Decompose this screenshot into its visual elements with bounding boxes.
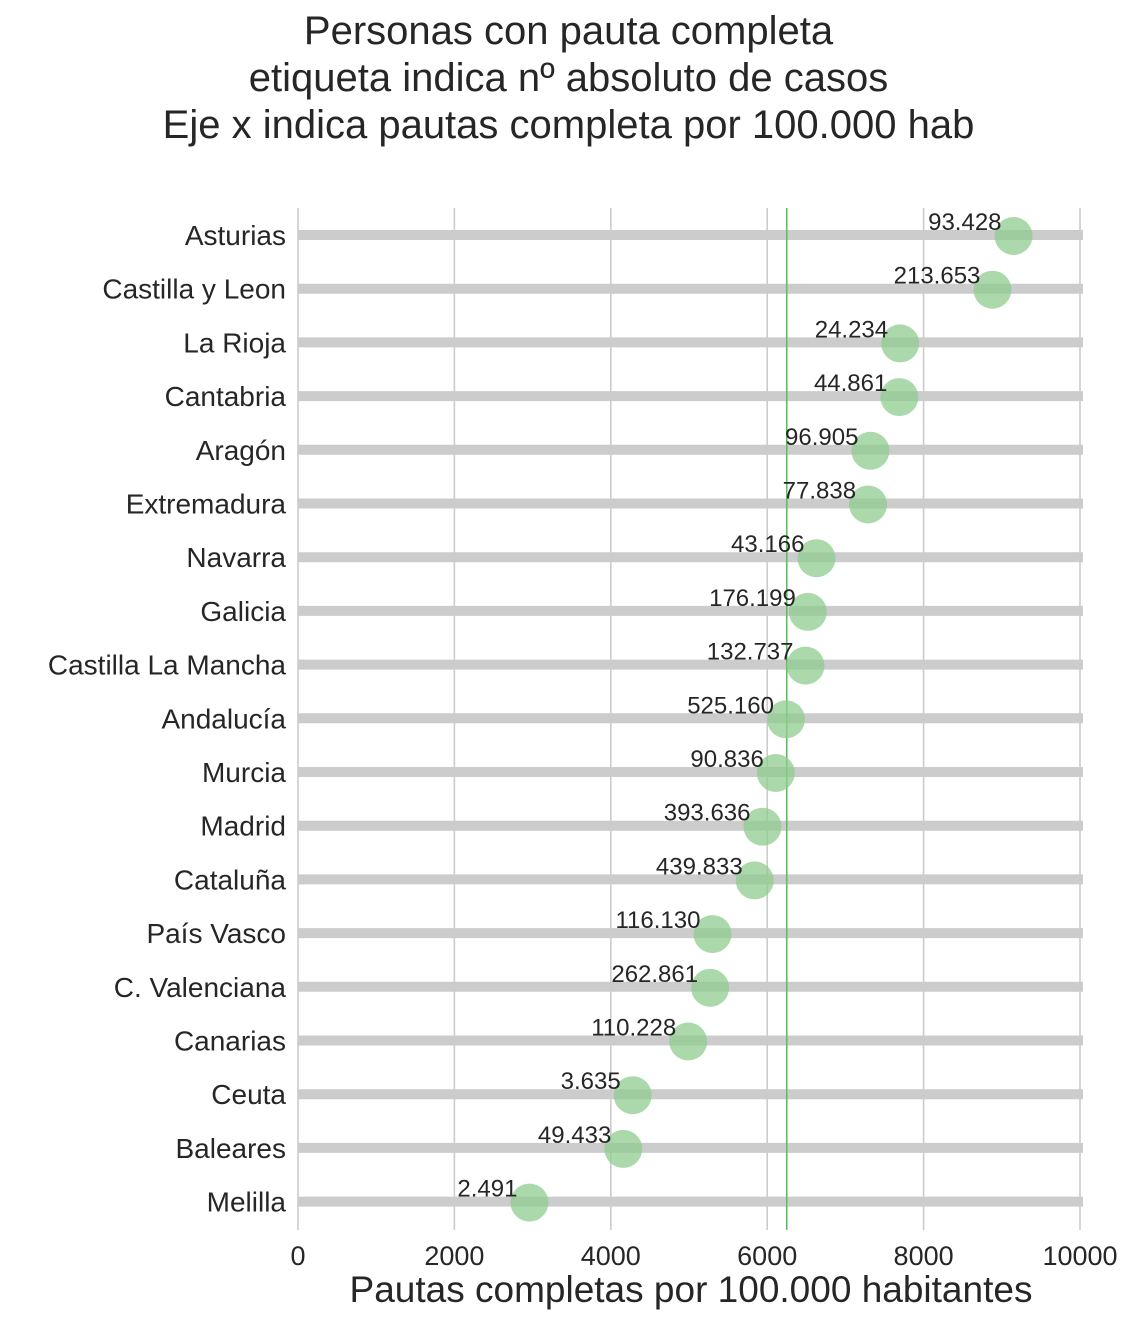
data-point [786,646,825,685]
category-label: Cataluña [174,864,287,895]
x-axis-label: Pautas completas por 100.000 habitantes [349,1269,1033,1310]
data-point [994,217,1033,255]
data-point [669,1022,708,1061]
data-point [797,539,836,578]
title-line-3: Eje x indica pautas completa por 100.000… [162,103,975,147]
category-label: País Vasco [146,918,286,949]
data-label: 262.861 [611,961,698,988]
category-label: Melilla [207,1187,287,1218]
x-tick-label: 6000 [737,1241,797,1271]
x-tick-label: 10000 [1042,1241,1117,1271]
category-label: Galicia [200,596,286,627]
category-label: Castilla La Mancha [48,650,287,681]
data-point [880,378,919,417]
data-label: 213.653 [894,263,981,290]
data-label: 3.635 [561,1068,621,1095]
data-point [766,700,805,739]
title-line-2: etiqueta indica nº absoluto de casos [248,56,889,100]
data-point [604,1129,643,1168]
x-tick-label: 2000 [424,1241,484,1271]
data-point [881,324,920,363]
data-label: 439.833 [656,853,743,880]
category-label: Canarias [174,1026,286,1057]
data-label: 132.737 [707,639,794,666]
title-line-1: Personas con pauta completa [303,9,834,53]
data-point [756,754,795,792]
data-point [973,270,1012,309]
category-label: Baleares [175,1133,286,1164]
data-label: 393.636 [664,800,751,827]
data-point [510,1183,549,1222]
data-point [693,915,732,954]
data-point [851,431,890,470]
chart-title: Personas con pauta completa etiqueta ind… [0,8,1137,149]
data-label: 525.160 [687,692,774,719]
category-label: Aragón [196,435,286,466]
data-label: 90.836 [690,746,763,773]
data-point [735,861,774,900]
x-tick-label: 8000 [894,1241,954,1271]
category-label: Navarra [186,542,286,573]
data-point [849,485,888,524]
category-label: C. Valenciana [114,972,287,1003]
x-tick-label: 0 [290,1241,305,1271]
category-label: Extremadura [126,489,287,520]
data-label: 77.838 [783,478,856,505]
category-label: Cantabria [165,381,287,412]
data-point [691,968,730,1007]
category-label: La Rioja [183,327,286,358]
data-label: 2.491 [457,1176,517,1203]
category-label: Madrid [200,811,286,842]
data-point [788,592,827,631]
data-label: 96.905 [785,424,858,451]
category-label: Ceuta [211,1079,286,1110]
x-tick-label: 4000 [581,1241,641,1271]
data-label: 43.166 [731,531,804,558]
data-label: 110.228 [591,1015,676,1042]
data-label: 24.234 [815,316,888,343]
data-point [743,807,782,846]
data-point [613,1076,652,1115]
category-label: Murcia [202,757,286,788]
data-label: 116.130 [615,907,700,934]
data-label: 44.861 [814,370,887,397]
data-label: 176.199 [709,585,796,612]
category-label: Asturias [185,220,286,251]
category-label: Castilla y Leon [102,274,286,305]
category-label: Andalucía [161,703,286,734]
data-label: 49.433 [538,1122,611,1149]
data-label: 93.428 [928,209,1001,236]
